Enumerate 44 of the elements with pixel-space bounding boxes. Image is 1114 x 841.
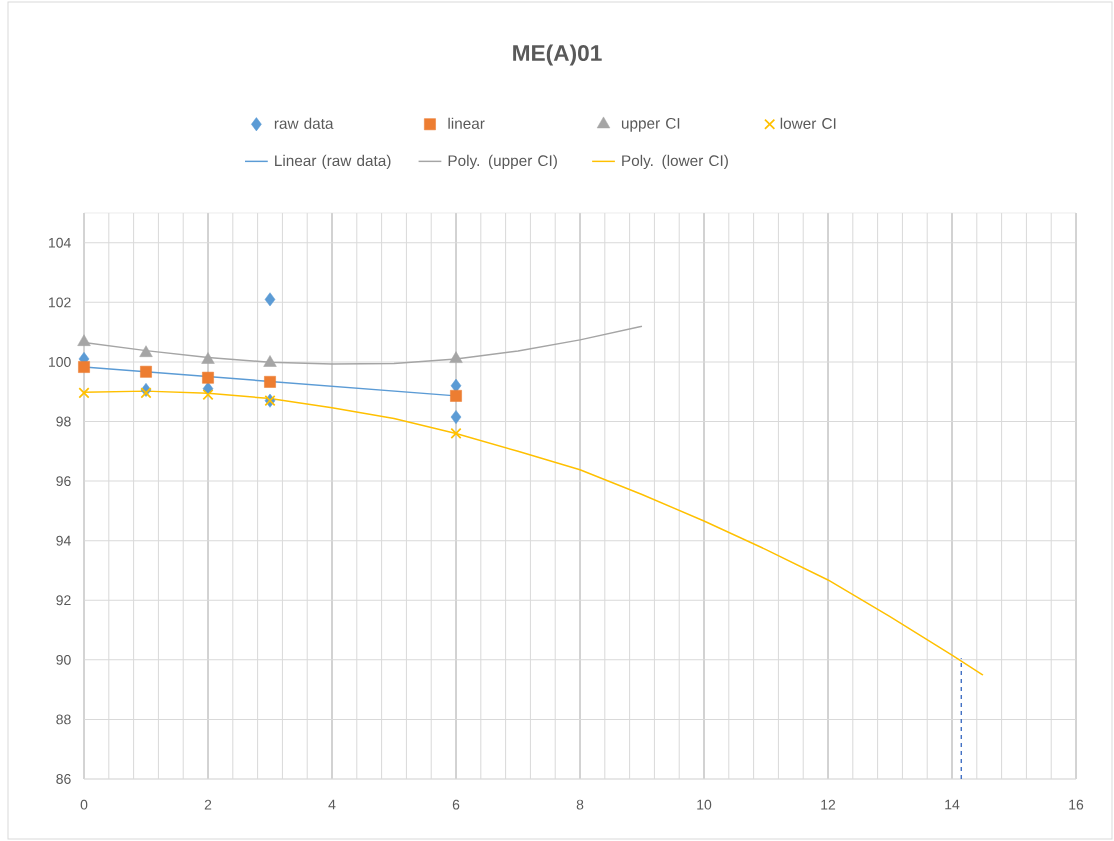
y-tick-label: 102 — [49, 297, 71, 308]
point — [449, 351, 463, 363]
x-tick-label: 6 — [452, 799, 460, 810]
point — [263, 355, 277, 367]
y-tick-label: 92 — [56, 595, 71, 606]
point — [201, 352, 215, 364]
point — [264, 292, 276, 307]
x-tick-label: 4 — [328, 799, 336, 810]
legend-label: linear — [448, 117, 485, 129]
legend-label: raw data — [274, 117, 334, 129]
legend-label: lower CI — [780, 117, 836, 129]
chart-title: ME(A)01 — [513, 44, 602, 66]
y-tick-label: 86 — [56, 774, 71, 784]
point — [140, 365, 152, 378]
point — [450, 378, 462, 393]
y-tick-label: 98 — [56, 416, 71, 427]
point — [140, 387, 152, 399]
legend-label: upper CI — [621, 117, 680, 132]
point — [450, 390, 462, 402]
legend-label: Poly. (upper CI) — [448, 154, 557, 170]
x-tick-label: 14 — [945, 799, 960, 810]
x-tick-label: 10 — [697, 799, 712, 810]
y-tick-label: 96 — [56, 476, 71, 487]
y-tick-label: 100 — [49, 356, 71, 367]
x-tick-label: 0 — [80, 799, 88, 810]
point — [139, 345, 153, 357]
x-tick-label: 16 — [1069, 799, 1084, 810]
legend-label: Poly. (lower CI) — [622, 154, 728, 170]
point — [78, 361, 90, 373]
point — [450, 410, 462, 424]
point — [78, 387, 90, 399]
y-tick-label: 88 — [56, 714, 71, 725]
point — [202, 371, 214, 384]
legend-label: Linear (raw data) — [275, 154, 391, 170]
x-tick-label: 2 — [204, 799, 212, 810]
y-tick-label: 94 — [56, 535, 71, 546]
point — [202, 389, 214, 401]
point — [77, 334, 91, 346]
point — [450, 427, 462, 440]
x-tick-label: 8 — [576, 799, 584, 810]
y-tick-label: 104 — [49, 237, 71, 248]
x-tick-label: 12 — [821, 799, 836, 810]
y-tick-label: 90 — [56, 654, 71, 665]
point — [264, 376, 276, 388]
